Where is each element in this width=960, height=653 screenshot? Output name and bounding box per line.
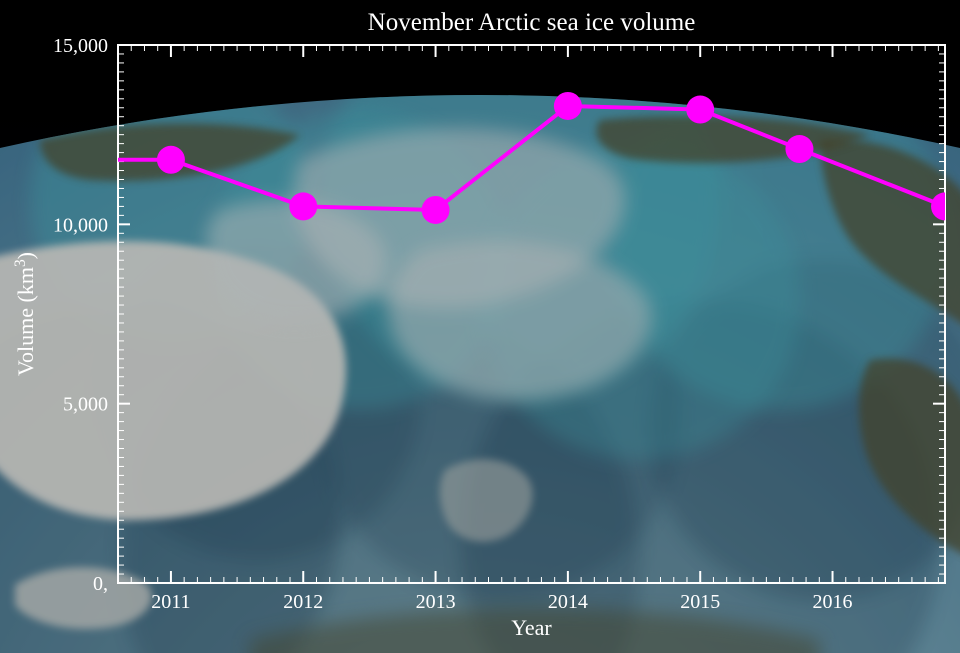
x-tick-label: 2016: [813, 591, 853, 613]
data-marker: [554, 92, 582, 120]
y-tick-label: 0,: [93, 573, 108, 595]
y-tick-label: 15,000: [53, 35, 108, 57]
x-axis-label: Year: [511, 615, 552, 640]
y-axis-label: Volume (km3): [12, 252, 39, 376]
plot-frame: [118, 45, 945, 583]
chart-stage: November Arctic sea ice volume 0, 5,000 10,…: [0, 0, 960, 653]
line-chart: November Arctic sea ice volume 0, 5,000 10,…: [0, 0, 960, 653]
x-tick-label: 2013: [416, 591, 456, 613]
data-marker: [785, 135, 813, 163]
y-tick-label: 10,000: [53, 214, 108, 236]
x-tick-label: 2014: [548, 591, 588, 613]
data-series: [118, 92, 959, 224]
x-tick-label: 2015: [680, 591, 720, 613]
chart-title: November Arctic sea ice volume: [368, 9, 696, 36]
y-tick-label: 5,000: [63, 394, 108, 416]
data-marker: [931, 192, 959, 220]
data-marker: [157, 146, 185, 174]
data-marker: [289, 192, 317, 220]
series-line: [118, 106, 945, 210]
data-marker: [686, 96, 714, 124]
x-tick-label: 2011: [151, 591, 190, 613]
data-marker: [422, 196, 450, 224]
x-tick-label: 2012: [283, 591, 323, 613]
